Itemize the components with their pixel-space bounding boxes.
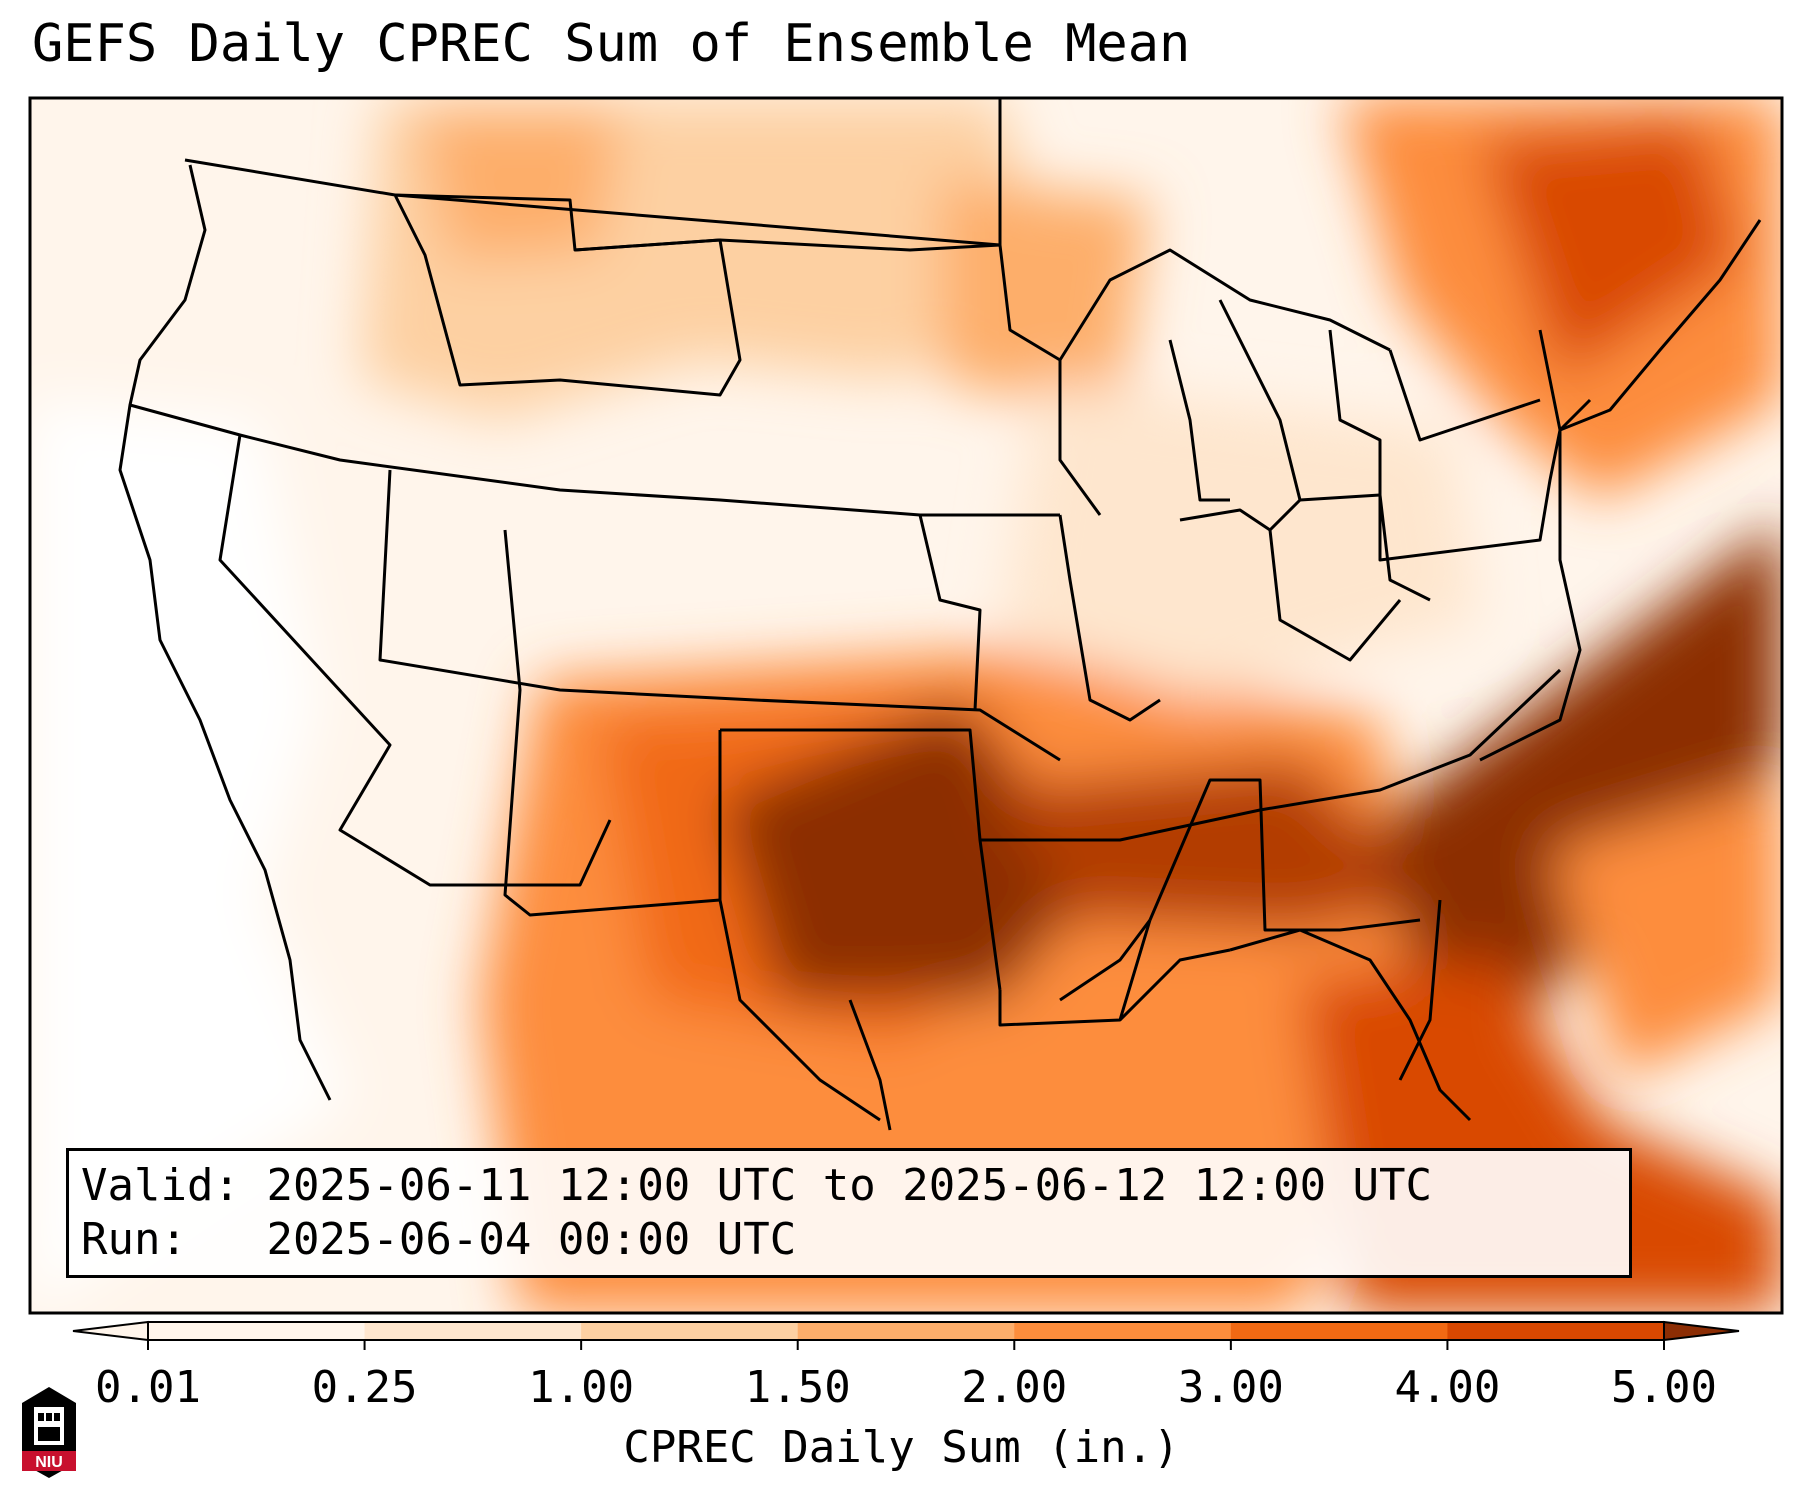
colorbar-segment [1447, 1322, 1665, 1340]
info-box: Valid: 2025-06-11 12:00 UTC to 2025-06-1… [66, 1148, 1632, 1278]
page-title: GEFS Daily CPREC Sum of Ensemble Mean [32, 14, 1191, 74]
colorbar-segment [1230, 1322, 1448, 1340]
map-frame [28, 96, 1784, 1315]
niu-logo: NIU [22, 1387, 76, 1478]
colorbar-tick-label: 1.00 [528, 1362, 635, 1413]
colorbar-segment [1014, 1322, 1232, 1340]
state-borders [118, 98, 1762, 1131]
run-value: 2025-06-04 00:00 UTC [266, 1214, 797, 1265]
colorbar-extend-high [1663, 1320, 1740, 1342]
colorbar-tick-label: 5.00 [1611, 1362, 1717, 1413]
colorbar-label: CPREC Daily Sum (in.) [623, 1422, 1180, 1473]
colorbar-tick-label: 3.00 [1177, 1362, 1284, 1413]
run-label: Run: [81, 1214, 187, 1265]
valid-label: Valid: [81, 1160, 240, 1211]
colorbar-extend-low [72, 1320, 149, 1342]
svg-text:NIU: NIU [35, 1454, 63, 1471]
colorbar-segment [364, 1322, 582, 1340]
colorbar-segment [148, 1322, 366, 1340]
colorbar-segment [581, 1322, 799, 1340]
colorbar-tick-label: 4.00 [1394, 1362, 1501, 1413]
colorbar-segment [797, 1322, 1015, 1340]
colorbar-tick-label: 2.00 [961, 1362, 1068, 1413]
valid-value: 2025-06-11 12:00 UTC to 2025-06-12 12:00… [266, 1160, 1433, 1211]
colorbar-tick-label: 0.01 [95, 1362, 201, 1413]
colorbar [72, 1320, 1740, 1350]
colorbar-tick-label: 1.50 [744, 1362, 851, 1413]
colorbar-tick-label: 0.25 [311, 1362, 418, 1413]
